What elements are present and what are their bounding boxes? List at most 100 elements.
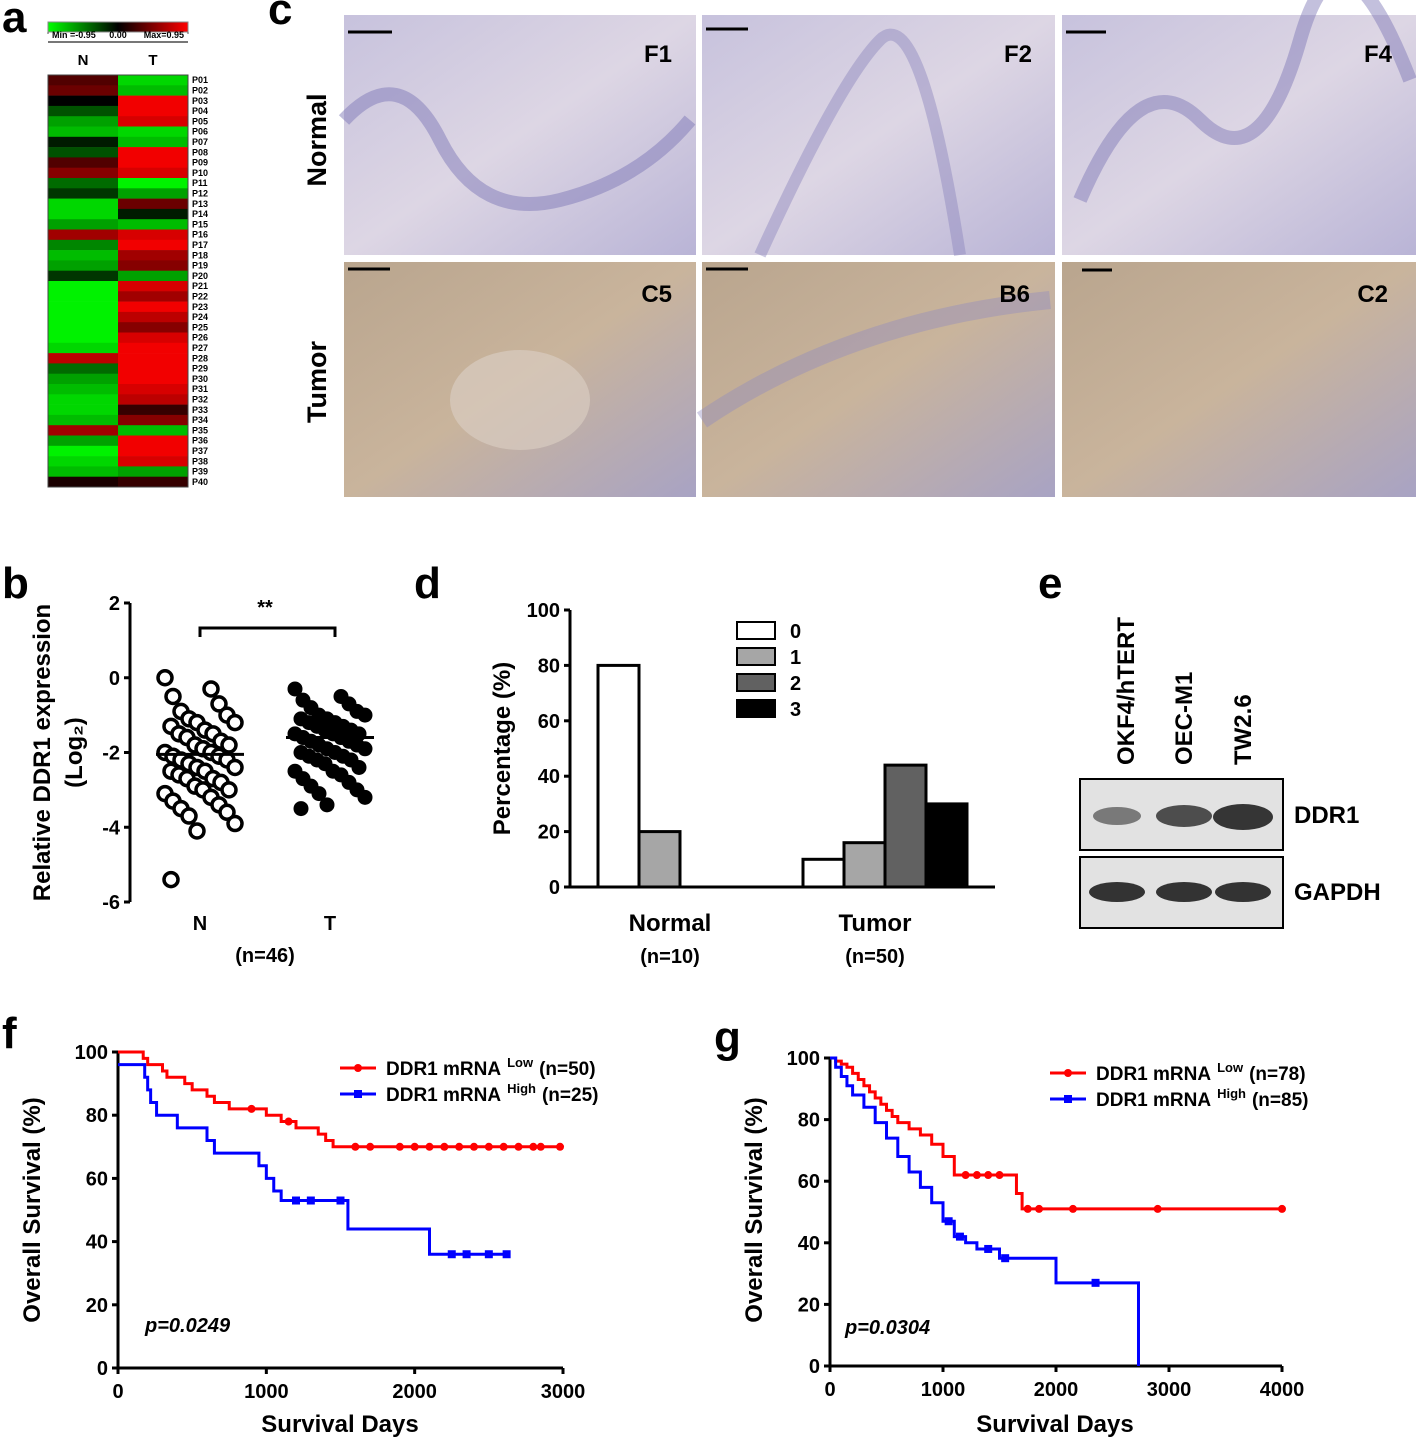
- heatmap-cell: [48, 95, 119, 107]
- x-tick-label: N: [193, 913, 207, 935]
- heatmap-cell: [118, 250, 189, 261]
- heatmap-cell: [118, 188, 189, 199]
- censor-mark: [944, 1217, 953, 1226]
- heatmap-cell: [48, 188, 119, 199]
- row-label: P06: [192, 127, 208, 137]
- heatmap-cell: [118, 167, 189, 179]
- micrograph: [702, 262, 1055, 497]
- heatmap-cell: [48, 229, 119, 241]
- heatmap-cell: [48, 147, 119, 158]
- row-label: P13: [192, 199, 208, 209]
- row-label: P05: [192, 116, 208, 126]
- censor-mark: [514, 1142, 523, 1151]
- row-label: P10: [192, 168, 208, 178]
- heatmap-cell: [118, 198, 189, 210]
- censor-mark: [284, 1117, 293, 1126]
- heatmap-cell: [48, 301, 119, 313]
- y-tick-label: 100: [527, 600, 560, 622]
- row-label: P27: [192, 343, 208, 353]
- y-tick-label: 0: [549, 877, 560, 899]
- bar: [842, 841, 887, 889]
- heatmap-cell: [118, 363, 189, 374]
- row-label: P38: [192, 456, 208, 466]
- heatmap-cell: [118, 476, 189, 488]
- bar: [637, 830, 682, 889]
- row-label: P33: [192, 405, 208, 415]
- colorbar-label: Min =-0.95: [52, 30, 96, 40]
- x-tick-label: 0: [112, 1381, 123, 1403]
- sample-label: F2: [1004, 41, 1032, 68]
- heatmap-cell: [48, 404, 119, 416]
- data-point: [226, 758, 244, 777]
- data-point: [156, 669, 174, 687]
- cell-line-label: OKF4/hTERT: [1113, 617, 1140, 765]
- heatmap-cell: [118, 229, 189, 241]
- panel-letter: a: [2, 0, 27, 42]
- row-label: P21: [192, 281, 208, 291]
- heatmap-cell: [118, 157, 189, 168]
- data-point: [226, 713, 244, 732]
- row-label: P02: [192, 85, 208, 95]
- y-tick-label: 40: [798, 1233, 820, 1255]
- censor-mark: [247, 1104, 256, 1113]
- legend-marker: [1064, 1095, 1072, 1103]
- legend-count: (n=85): [1252, 1090, 1309, 1111]
- censor-mark: [1023, 1204, 1032, 1213]
- row-label: P07: [192, 137, 208, 147]
- x-axis-label: (n=46): [235, 945, 294, 967]
- censor-mark: [440, 1142, 449, 1151]
- heatmap-cell: [118, 85, 189, 96]
- micrograph: [1062, 15, 1416, 255]
- heatmap-cell: [118, 425, 189, 436]
- legend-swatch: [736, 621, 776, 640]
- censor-mark: [1068, 1204, 1077, 1213]
- censor-mark: [1153, 1204, 1162, 1213]
- row-label: P34: [192, 415, 208, 425]
- p-value: p=0.0304: [844, 1317, 930, 1339]
- censor-mark: [972, 1171, 981, 1180]
- censor-mark: [395, 1142, 404, 1151]
- heatmap-cell: [118, 373, 189, 385]
- row-label: Normal: [302, 93, 332, 186]
- row-label: P16: [192, 230, 208, 240]
- tissue-texture: [754, 28, 966, 258]
- y-axis-label: Percentage (%): [489, 662, 516, 835]
- x-tick-sublabel: (n=10): [640, 946, 699, 968]
- row-label: P09: [192, 158, 208, 168]
- y-tick-label: 20: [798, 1294, 820, 1316]
- row-label: P15: [192, 219, 208, 229]
- y-tick-label: 2: [109, 593, 120, 615]
- data-point: [164, 687, 182, 706]
- heatmap-cell: [118, 260, 189, 271]
- data-point: [357, 707, 373, 723]
- y-tick-label: 100: [75, 1042, 108, 1064]
- heatmap-cell: [118, 219, 189, 230]
- y-tick-label: 100: [787, 1048, 820, 1070]
- heatmap-cell: [48, 456, 119, 467]
- x-tick-label: 0: [824, 1379, 835, 1401]
- heatmap-cell: [118, 435, 189, 447]
- band: [1156, 882, 1212, 902]
- column-label: N: [78, 52, 89, 69]
- heatmap-cell: [48, 281, 119, 292]
- panel-letter: e: [1038, 559, 1062, 608]
- row-label: P08: [192, 147, 208, 157]
- legend-label: 3: [790, 699, 801, 721]
- y-tick-label: 80: [798, 1110, 820, 1132]
- heatmap-cell: [48, 198, 119, 210]
- legend-count: (n=78): [1249, 1064, 1306, 1085]
- heatmap-cell: [118, 384, 189, 395]
- y-tick-label: -6: [102, 892, 120, 914]
- micrograph: [1062, 262, 1416, 497]
- colorbar-label: Max=0.95: [144, 30, 184, 40]
- row-label: P36: [192, 436, 208, 446]
- data-point: [319, 797, 335, 813]
- row-label: P30: [192, 374, 208, 384]
- micrograph: [344, 15, 696, 255]
- heatmap-cell: [48, 414, 119, 426]
- heatmap-cell: [118, 281, 189, 292]
- data-point: [180, 807, 198, 825]
- bar: [596, 663, 641, 889]
- y-tick-label: 20: [538, 822, 560, 844]
- panel-letter: f: [2, 1009, 17, 1058]
